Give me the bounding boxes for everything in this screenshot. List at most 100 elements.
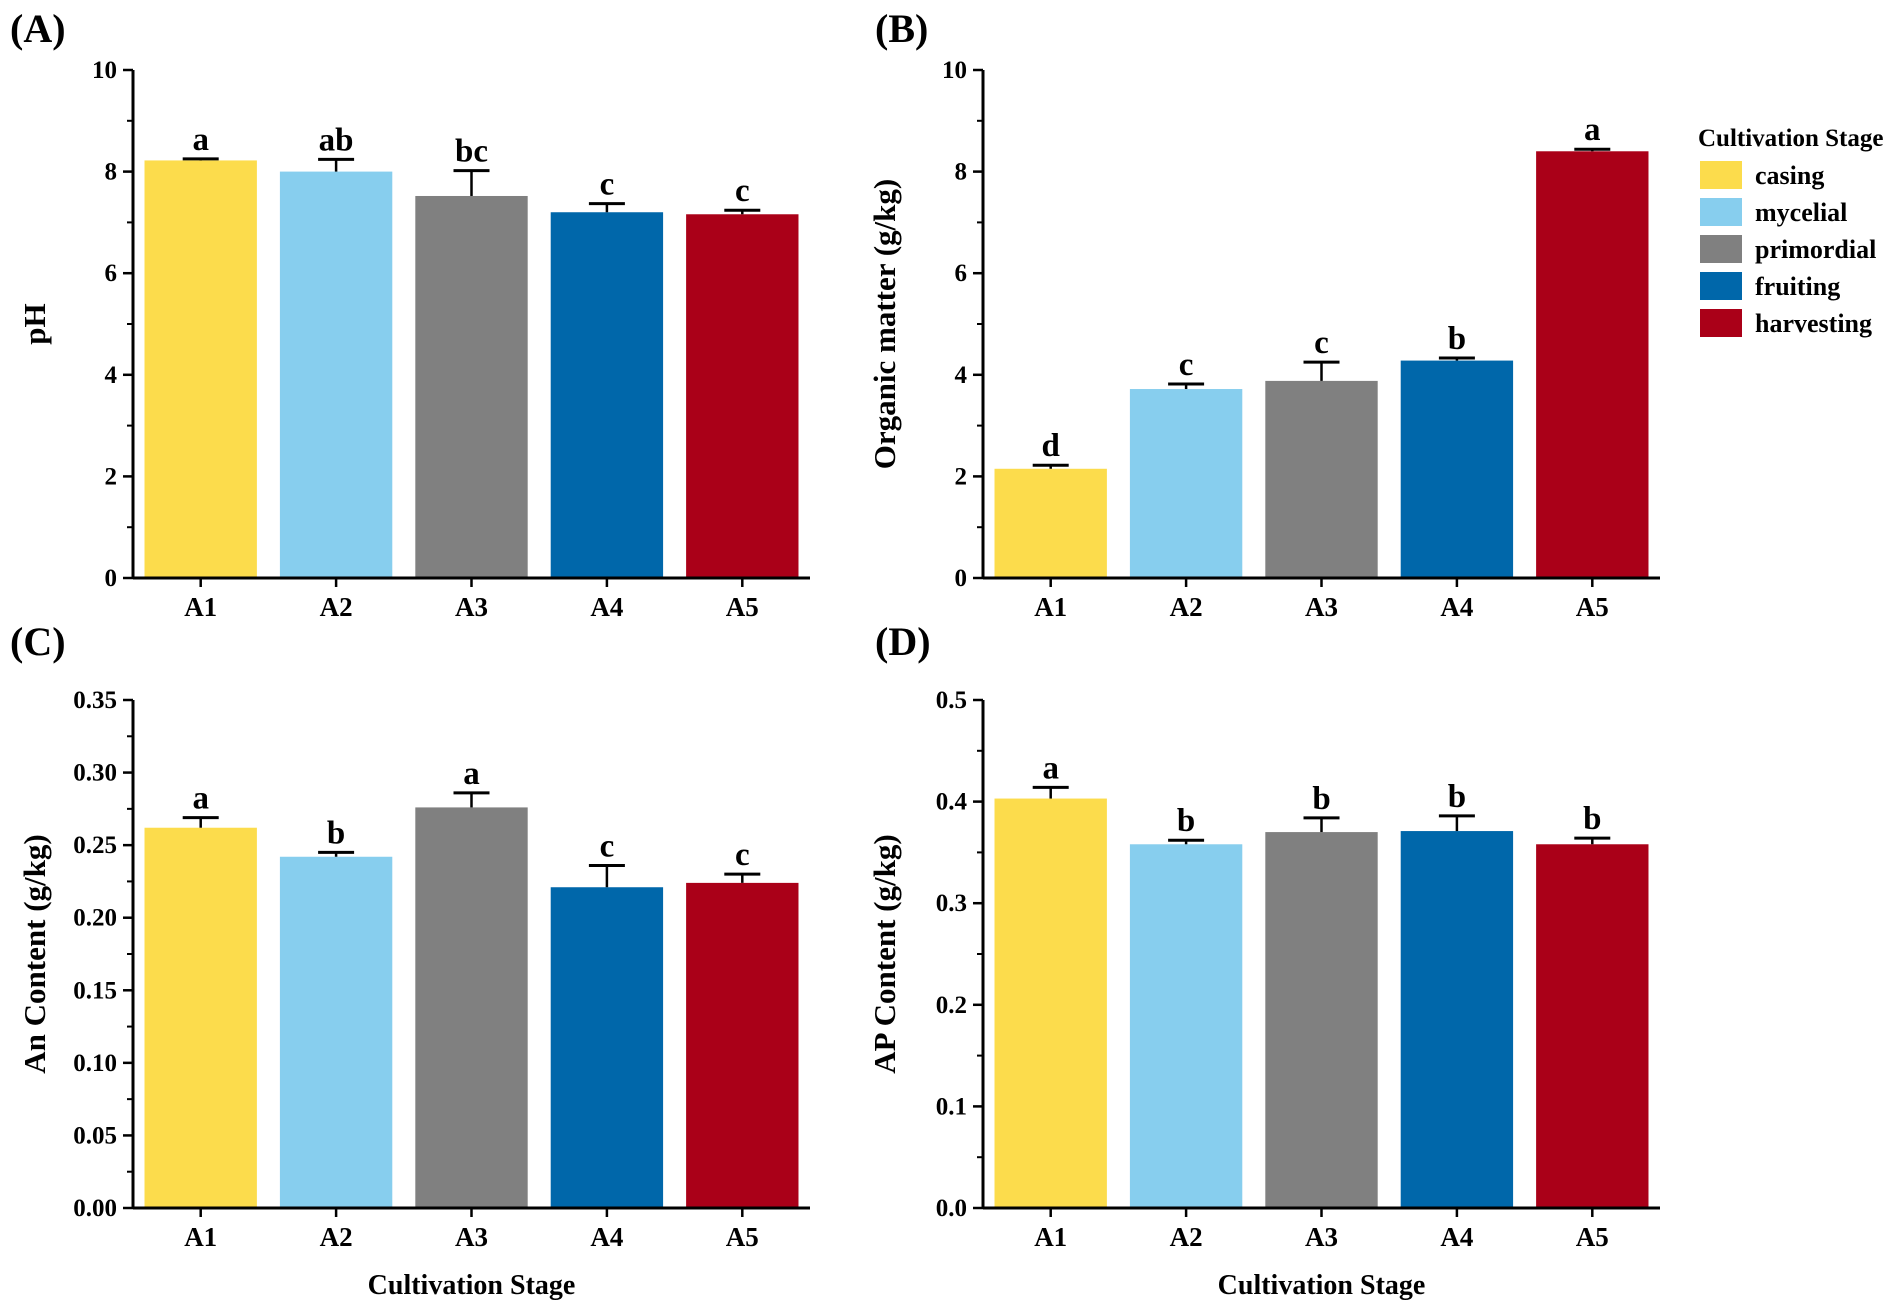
error-bar-a2 <box>318 850 355 857</box>
significance-letter: b <box>1177 803 1195 839</box>
legend-swatch-casing <box>1700 161 1742 189</box>
error-bar-a4 <box>1438 356 1475 361</box>
bar-a5 <box>686 882 799 1208</box>
legend-title: Cultivation Stage <box>1698 125 1883 152</box>
y-tick-label: 2 <box>105 463 118 490</box>
legend-item-harvesting: harvesting <box>1700 309 1872 338</box>
bar-a3 <box>415 195 528 578</box>
x-tick-label: A3 <box>455 1222 488 1252</box>
significance-letter: b <box>1312 781 1330 817</box>
x-tick-label: A2 <box>320 592 353 622</box>
x-tick-label: A3 <box>455 592 488 622</box>
panel-c: (C) a A1 b A2 a A3 c A4 c A5 0.00 0.05 0.10 0.15 0.20 0… <box>10 619 810 1301</box>
x-tick-label: A3 <box>1305 1222 1338 1252</box>
y-tick-label: 0.25 <box>73 832 117 859</box>
significance-letter: a <box>463 756 480 792</box>
x-tick-label: A1 <box>1034 1222 1067 1252</box>
significance-letter: c <box>735 837 750 873</box>
y-tick-label: 0 <box>105 565 118 592</box>
significance-letter: bc <box>455 134 488 170</box>
x-tick-label: A5 <box>726 592 759 622</box>
panel-b: (B) d A1 c A2 c A3 b A4 a A5 0 2 4 6 8 10 Organic matter… <box>867 6 1660 622</box>
bar-a3 <box>1265 380 1378 578</box>
error-bar-a4 <box>1438 814 1475 832</box>
significance-letter: d <box>1042 428 1060 464</box>
y-axis-title: An Content (g/kg) <box>17 834 52 1073</box>
panel-d-label: (D) <box>875 619 931 664</box>
bar-a5 <box>1536 151 1649 578</box>
bar-a5 <box>686 214 799 578</box>
x-axis-title: Cultivation Stage <box>1218 1270 1426 1301</box>
significance-letter: ab <box>319 122 354 158</box>
error-bar-a2 <box>1168 382 1205 390</box>
y-tick-label: 4 <box>955 362 968 389</box>
error-bar-a5 <box>1574 836 1611 845</box>
significance-letter: c <box>735 173 750 209</box>
error-bar-a1 <box>1032 463 1069 469</box>
error-bar-a5 <box>724 872 761 883</box>
significance-letter: c <box>1314 325 1329 361</box>
legend-item-primordial: primordial <box>1700 235 1876 264</box>
error-bar-a5 <box>1574 147 1611 152</box>
legend: Cultivation Stage casing mycelial primor… <box>1698 125 1883 338</box>
error-bar-a4 <box>588 863 625 888</box>
x-tick-label: A4 <box>590 592 623 622</box>
legend-label-mycelial: mycelial <box>1755 198 1847 227</box>
bar-a1 <box>994 468 1107 578</box>
error-bar-a5 <box>724 208 761 215</box>
x-tick-label: A5 <box>726 1222 759 1252</box>
x-tick-label: A4 <box>590 1222 623 1252</box>
panel-b-label: (B) <box>875 6 928 51</box>
legend-label-primordial: primordial <box>1755 235 1876 264</box>
legend-label-fruiting: fruiting <box>1755 272 1840 301</box>
significance-letter: b <box>1583 801 1601 837</box>
error-bar-a1 <box>182 816 219 828</box>
y-axis-title: Organic matter (g/kg) <box>867 179 902 469</box>
x-tick-label: A2 <box>1170 592 1203 622</box>
bar-a3 <box>415 807 528 1208</box>
legend-item-fruiting: fruiting <box>1700 272 1840 301</box>
error-bar-a3 <box>1303 360 1340 381</box>
y-tick-label: 0.20 <box>73 905 117 932</box>
x-tick-label: A1 <box>1034 592 1067 622</box>
significance-letter: a <box>1584 112 1601 148</box>
y-tick-label: 6 <box>105 260 118 287</box>
legend-swatch-primordial <box>1700 235 1742 263</box>
error-bar-a3 <box>453 169 490 196</box>
error-bar-a3 <box>453 791 490 808</box>
panel-c-label: (C) <box>10 619 66 664</box>
y-tick-label: 6 <box>955 260 968 287</box>
x-tick-label: A2 <box>320 1222 353 1252</box>
y-tick-label: 0.3 <box>936 890 967 917</box>
y-tick-label: 10 <box>942 57 967 84</box>
significance-letter: a <box>192 122 209 158</box>
y-tick-label: 10 <box>92 57 117 84</box>
panel-d: (D) a A1 b A2 b A3 b A4 b A5 0.0 0.1 0.2 0.3 0.4 0.5 AP … <box>867 619 1660 1301</box>
bar-a1 <box>144 160 257 578</box>
bar-a2 <box>1129 844 1243 1208</box>
bar-a3 <box>1265 832 1378 1208</box>
x-tick-label: A5 <box>1576 1222 1609 1252</box>
y-tick-label: 8 <box>105 159 118 186</box>
error-bar-a2 <box>318 157 355 172</box>
y-tick-label: 0.15 <box>73 977 117 1004</box>
legend-swatch-mycelial <box>1700 198 1742 226</box>
significance-letter: b <box>1448 779 1466 815</box>
legend-item-mycelial: mycelial <box>1700 198 1847 227</box>
bar-a1 <box>144 827 257 1208</box>
x-tick-label: A5 <box>1576 592 1609 622</box>
significance-letter: c <box>600 828 615 864</box>
significance-letter: a <box>192 781 209 817</box>
y-axis-title: AP Content (g/kg) <box>867 834 902 1073</box>
y-tick-label: 0.5 <box>936 687 967 714</box>
legend-item-casing: casing <box>1700 161 1824 190</box>
y-tick-label: 2 <box>955 463 968 490</box>
panel-a: (A) a A1 ab A2 bc A3 c A4 c A5 0 2 4 6 8 10 pH <box>10 6 810 622</box>
y-tick-label: 4 <box>105 362 118 389</box>
legend-swatch-harvesting <box>1700 309 1742 337</box>
significance-letter: c <box>1179 347 1194 383</box>
significance-letter: a <box>1042 750 1059 786</box>
significance-letter: b <box>327 815 345 851</box>
error-bar-a1 <box>182 157 219 161</box>
